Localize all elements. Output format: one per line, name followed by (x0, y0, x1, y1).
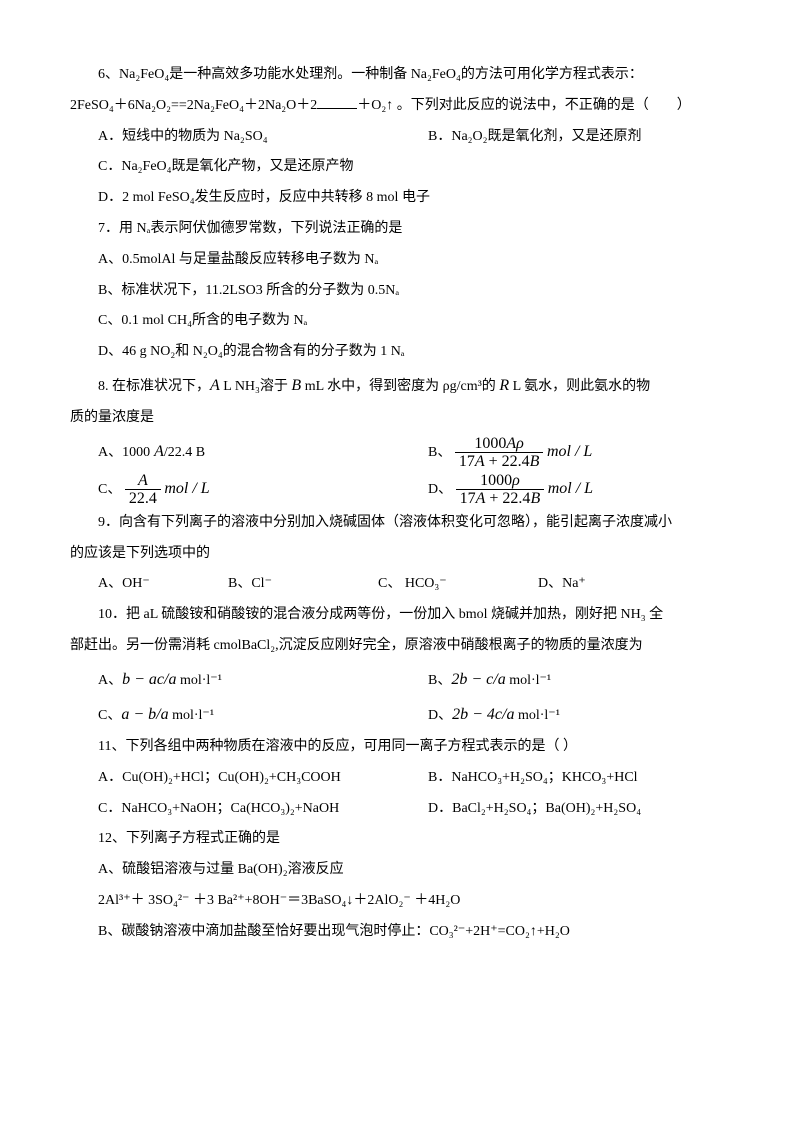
q9-opt-a: A、OH⁻ (98, 569, 228, 600)
q8-d-pre: D、 (428, 482, 452, 497)
q12-opt-a1: A、硫酸铝溶液与过量 Ba(OH)₂溶液反应 (70, 855, 730, 886)
q10-c-pre: C、 (98, 708, 121, 723)
q8-a-post: /22.4 B (164, 445, 205, 460)
q8-A: A (210, 377, 220, 394)
q8-row-ab: A、1000 A/22.4 B B、 1000Aρ 17A + 22.4B mo… (70, 434, 730, 471)
q10-d-pre: D、 (428, 708, 452, 723)
q11-row-cd: C．NaHCO₃+NaOH；Ca(HCO₃)₂+NaOH D．BaCl₂+H₂S… (70, 794, 730, 825)
q10-a-math: b − ac/a (122, 671, 176, 688)
q8-sc: mL 水中，得到密度为 ρg/cm³的 (301, 379, 499, 394)
q10-d-math: 2b − 4c/a (452, 706, 514, 723)
q10-b-pre: B、 (428, 673, 451, 688)
q11-opt-c: C．NaHCO₃+NaOH；Ca(HCO₃)₂+NaOH (70, 794, 400, 825)
q10-row-ab: A、b − ac/a mol·l⁻¹ B、2b − c/a mol·l⁻¹ (70, 662, 730, 697)
q11-row-ab: A．Cu(OH)₂+HCl；Cu(OH)₂+CH₃COOH B．NaHCO₃+H… (70, 763, 730, 794)
q9-stem2: 的应该是下列选项中的 (70, 539, 730, 570)
q8-sa: 8. 在标准状况下， (98, 379, 210, 394)
q12-opt-a2: 2Al³⁺＋ 3SO₄²⁻ ＋3 Ba²⁺+8OH⁻＝3BaSO₄↓＋2AlO₂… (70, 886, 730, 917)
q10-stem1: 10．把 aL 硫酸铵和硝酸铵的混合液分成两等份，一份加入 bmol 烧碱并加热… (70, 600, 730, 631)
q7-stem: 7．用 Nₐ表示阿伏伽德罗常数，下列说法正确的是 (70, 214, 730, 245)
q8-opt-c: C、 A 22.4 mol / L (70, 471, 400, 508)
q8-opt-b: B、 1000Aρ 17A + 22.4B mol / L (400, 434, 730, 471)
q8-a-A: A (150, 443, 164, 460)
q6-stem2-pre: 2FeSO₄＋6Na₂O₂==2Na₂FeO₄＋2Na₂O＋2 (70, 98, 317, 113)
q6-opt-b: B．Na₂O₂既是氧化剂，又是还原剂 (400, 122, 730, 153)
q7-opt-d: D、46 g NO₂和 N₂O₄的混合物含有的分子数为 1 Nₐ (70, 337, 730, 368)
q8-c-frac: A 22.4 (125, 472, 161, 508)
q6-stem2-post: ＋O₂↑ 。下列对此反应的说法中，不正确的是（ ） (357, 98, 691, 113)
q8-stem-line1: 8. 在标准状况下，A L NH₃溶于 B mL 水中，得到密度为 ρg/cm³… (70, 368, 730, 403)
q6-opt-c: C．Na₂FeO₄既是氧化产物，又是还原产物 (70, 152, 730, 183)
q8-opt-d: D、 1000ρ 17A + 22.4B mol / L (400, 471, 730, 508)
q10-opt-a: A、b − ac/a mol·l⁻¹ (70, 662, 400, 697)
q8-b-pre: B、 (428, 445, 451, 460)
q10-c-math: a − b/a (121, 706, 168, 723)
q8-row-cd: C、 A 22.4 mol / L D、 1000ρ 17A + 22.4B m… (70, 471, 730, 508)
q10-stem2: 部赶出。另一份需消耗 cmolBaCl₂,沉淀反应刚好完全，原溶液中硝酸根离子的… (70, 631, 730, 662)
q7-opt-b: B、标准状况下，11.2LSO3 所含的分子数为 0.5Nₐ (70, 276, 730, 307)
q6-row-ab: A．短线中的物质为 Na₂SO₄ B．Na₂O₂既是氧化剂，又是还原剂 (70, 122, 730, 153)
q11-opt-a: A．Cu(OH)₂+HCl；Cu(OH)₂+CH₃COOH (70, 763, 400, 794)
q8-stem-line2: 质的量浓度是 (70, 403, 730, 434)
q11-opt-d: D．BaCl₂+H₂SO₄；Ba(OH)₂+H₂SO₄ (400, 794, 730, 825)
q7-opt-a: A、0.5molAl 与足量盐酸反应转移电子数为 Nₐ (70, 245, 730, 276)
q6-opt-a: A．短线中的物质为 Na₂SO₄ (70, 122, 400, 153)
q10-c-post: mol·l⁻¹ (169, 708, 214, 723)
q9-opt-d: D、Na⁺ (538, 569, 658, 600)
q11-stem: 11、下列各组中两种物质在溶液中的反应，可用同一离子方程式表示的是（ ） (70, 732, 730, 763)
q10-a-pre: A、 (98, 673, 122, 688)
q11-opt-b: B．NaHCO₃+H₂SO₄；KHCO₃+HCl (400, 763, 730, 794)
q9-opts: A、OH⁻ B、Cl⁻ C、 HCO₃⁻ D、Na⁺ (70, 569, 730, 600)
q7-opt-c: C、0.1 mol CH₄所含的电子数为 Nₐ (70, 306, 730, 337)
q12-stem: 12、下列离子方程式正确的是 (70, 824, 730, 855)
q10-b-post: mol·l⁻¹ (506, 673, 551, 688)
q8-b-unit: mol / L (547, 443, 592, 460)
q8-sd: L 氨水，则此氨水的物 (509, 379, 650, 394)
q8-b-frac: 1000Aρ 17A + 22.4B (455, 435, 544, 471)
q6-stem2: 2FeSO₄＋6Na₂O₂==2Na₂FeO₄＋2Na₂O＋2 ＋O₂↑ 。下列对… (70, 91, 730, 122)
q12-opt-b: B、碳酸钠溶液中滴加盐酸至恰好要出现气泡时停止：CO₃²⁻+2H⁺=CO₂↑+H… (70, 917, 730, 948)
q8-d-unit: mol / L (548, 480, 593, 497)
q10-opt-d: D、2b − 4c/a mol·l⁻¹ (400, 697, 730, 732)
blank-fill (317, 94, 357, 109)
q9-stem1: 9．向含有下列离子的溶液中分别加入烧碱固体（溶液体积变化可忽略），能引起离子浓度… (70, 508, 730, 539)
q8-opt-a: A、1000 A/22.4 B (70, 434, 400, 471)
q6-stem1: 6、Na₂FeO₄是一种高效多功能水处理剂。一种制备 Na₂FeO₄的方法可用化… (70, 60, 730, 91)
q8-R: R (499, 377, 509, 394)
q8-a-pre: A、1000 (98, 445, 150, 460)
q8-B: B (291, 377, 301, 394)
q10-opt-c: C、a − b/a mol·l⁻¹ (70, 697, 400, 732)
q8-sb: L NH₃溶于 (220, 379, 292, 394)
q10-row-cd: C、a − b/a mol·l⁻¹ D、2b − 4c/a mol·l⁻¹ (70, 697, 730, 732)
q8-d-frac: 1000ρ 17A + 22.4B (456, 472, 545, 508)
q10-opt-b: B、2b − c/a mol·l⁻¹ (400, 662, 730, 697)
q9-opt-c: C、 HCO₃⁻ (378, 569, 538, 600)
q10-b-math: 2b − c/a (451, 671, 505, 688)
q8-c-unit: mol / L (164, 480, 209, 497)
q9-opt-b: B、Cl⁻ (228, 569, 378, 600)
q10-d-post: mol·l⁻¹ (514, 708, 559, 723)
q10-a-post: mol·l⁻¹ (176, 673, 221, 688)
q8-c-pre: C、 (98, 482, 121, 497)
q6-opt-d: D．2 mol FeSO₄发生反应时，反应中共转移 8 mol 电子 (70, 183, 730, 214)
